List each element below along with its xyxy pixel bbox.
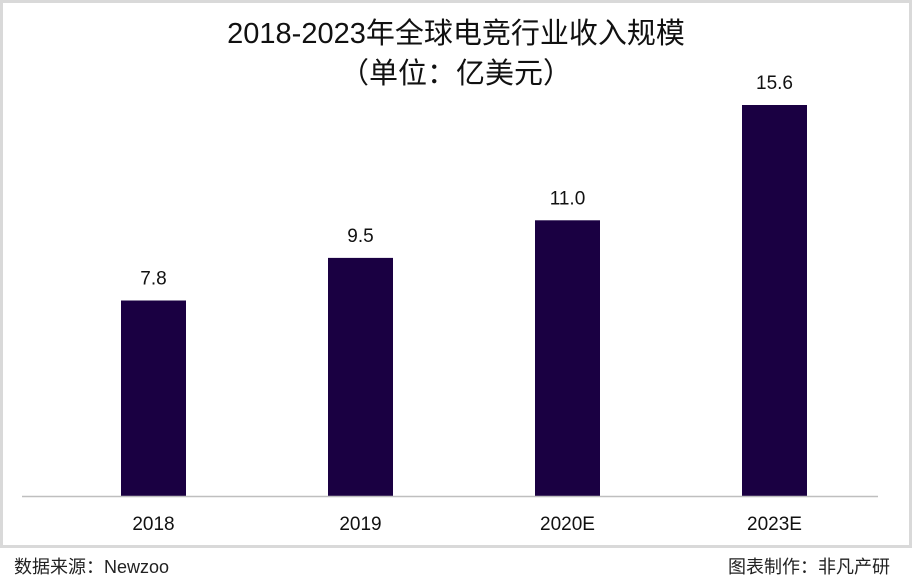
data-label: 11.0: [550, 188, 586, 209]
data-label: 15.6: [756, 73, 793, 94]
x-tick-label: 2019: [339, 514, 381, 535]
bar-2023E: [742, 105, 807, 496]
data-source: 数据来源：Newzoo: [14, 557, 170, 577]
x-tick-label: 2023E: [747, 514, 802, 535]
bar-2019: [328, 257, 393, 496]
data-label: 9.5: [347, 226, 373, 247]
chart-subtitle: （单位：亿美元）: [339, 58, 572, 90]
x-tick-label: 2018: [132, 514, 174, 535]
data-label: 7.8: [140, 269, 166, 290]
bar-2020E: [535, 220, 600, 497]
chart-maker: 图表制作：非凡产研: [728, 557, 890, 577]
chart-title: 2018-2023年全球电竞行业收入规模: [227, 18, 685, 50]
bar-2018: [121, 300, 186, 496]
chart-frame: [0, 0, 912, 548]
x-tick-label: 2020E: [540, 514, 595, 535]
